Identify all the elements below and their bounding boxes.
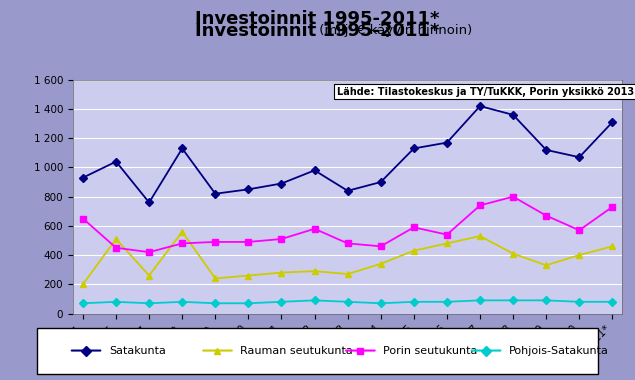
Text: Porin seutukunta: Porin seutukunta (383, 345, 478, 356)
Text: (milj. € käyvin hinnoin): (milj. € käyvin hinnoin) (163, 24, 472, 37)
FancyBboxPatch shape (37, 328, 598, 374)
Text: Satakunta: Satakunta (109, 345, 166, 356)
Text: Investoinnit 1995-2011*: Investoinnit 1995-2011* (195, 10, 440, 27)
Text: Investoinnit 1995-2011* (milj. € käyvin hinnoin): Investoinnit 1995-2011* (milj. € käyvin … (0, 379, 1, 380)
Text: Investoinnit 1995-2011*: Investoinnit 1995-2011* (195, 22, 440, 40)
Text: Lähde: Tilastokeskus ja TY/TuKKK, Porin yksikkö 2013: Lähde: Tilastokeskus ja TY/TuKKK, Porin … (337, 87, 634, 97)
Text: Rauman seutukunta: Rauman seutukunta (240, 345, 353, 356)
Text: Pohjois-Satakunta: Pohjois-Satakunta (509, 345, 609, 356)
